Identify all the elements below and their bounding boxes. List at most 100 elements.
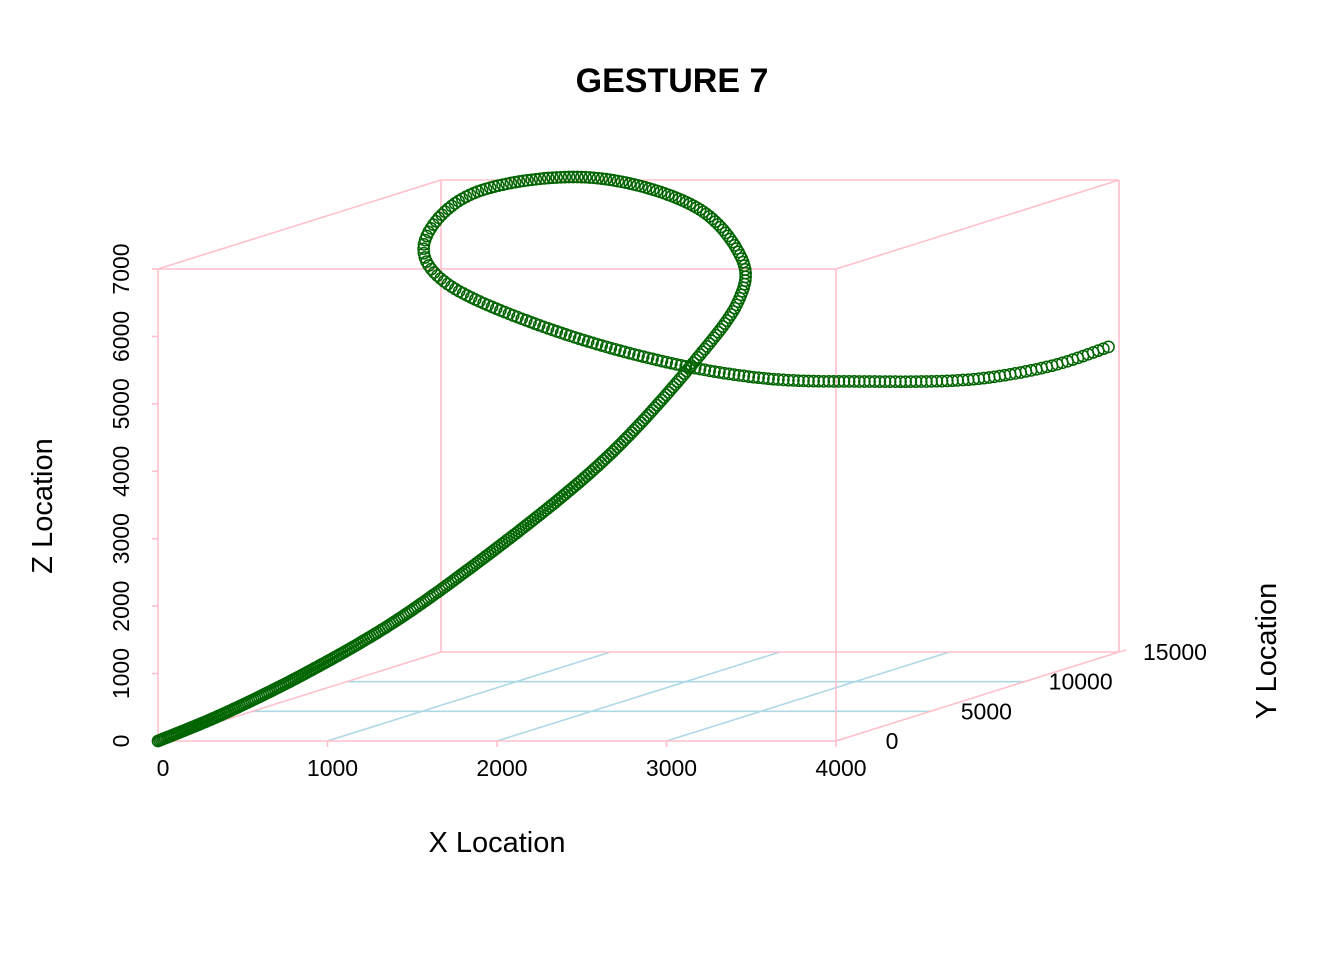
trajectory-point bbox=[636, 350, 650, 363]
trajectory-point bbox=[883, 375, 897, 388]
trajectory-point bbox=[618, 345, 631, 359]
z-tick-label: 2000 bbox=[108, 581, 134, 632]
z-tick-label: 7000 bbox=[108, 243, 134, 294]
trajectory-point bbox=[512, 175, 526, 188]
x-axis-label: X Location bbox=[428, 827, 565, 859]
trajectory-point bbox=[660, 355, 674, 369]
y-tick-label: 0 bbox=[886, 728, 899, 754]
trajectory-points bbox=[151, 170, 1115, 748]
trajectory-point bbox=[698, 363, 712, 377]
trajectory-point bbox=[632, 349, 645, 362]
floor-grid-x-line bbox=[327, 651, 611, 742]
y-axis-label: Y Location bbox=[1251, 583, 1283, 720]
trajectory-point bbox=[517, 174, 530, 188]
trajectory-point bbox=[837, 375, 851, 388]
z-tick-label: 4000 bbox=[108, 446, 134, 497]
trajectory-point bbox=[562, 170, 576, 184]
trajectory-point bbox=[888, 375, 902, 388]
trajectory-point bbox=[546, 171, 559, 185]
trajectory-point bbox=[627, 347, 641, 361]
x-tick-label: 3000 bbox=[646, 755, 697, 781]
trajectory-point bbox=[674, 358, 688, 372]
trajectory-point bbox=[599, 452, 613, 465]
trajectory-point bbox=[737, 369, 751, 383]
trajectory-point bbox=[650, 353, 664, 367]
trajectory-point bbox=[899, 375, 912, 389]
trajectory-point bbox=[541, 171, 555, 185]
trajectory-point bbox=[665, 356, 678, 370]
trajectory-point bbox=[700, 207, 713, 221]
trajectory-point bbox=[732, 368, 746, 382]
trajectory-point bbox=[537, 172, 551, 185]
trajectory-point bbox=[591, 171, 605, 185]
trajectory-point bbox=[606, 445, 620, 458]
trajectory-point bbox=[603, 173, 617, 187]
trajectory-point bbox=[742, 370, 756, 383]
trajectory-point bbox=[817, 374, 831, 388]
trajectory-point bbox=[504, 176, 518, 190]
x-tick-label: 0 bbox=[157, 755, 170, 781]
trajectory-point bbox=[878, 375, 892, 388]
trajectory-point bbox=[868, 375, 882, 388]
trajectory-point bbox=[684, 360, 697, 374]
trajectory-point bbox=[767, 372, 780, 386]
trajectory-point bbox=[914, 375, 928, 388]
trajectory-point bbox=[762, 372, 775, 386]
floor-grid-x-line bbox=[496, 651, 781, 742]
z-tick-label: 5000 bbox=[108, 378, 134, 429]
trajectory-point bbox=[863, 375, 876, 388]
trajectory-point bbox=[693, 362, 707, 376]
trajectory-point bbox=[722, 367, 736, 381]
trajectory-point bbox=[533, 172, 547, 186]
trajectory-point bbox=[599, 172, 613, 186]
trajectory-point bbox=[822, 374, 836, 388]
trajectory-point bbox=[727, 368, 741, 381]
floor-grid-x-line bbox=[666, 651, 950, 742]
box-edge bbox=[157, 179, 442, 270]
y-tick-mark bbox=[1024, 678, 1032, 683]
trajectory-point bbox=[521, 173, 534, 187]
trajectory-point bbox=[641, 351, 655, 365]
trajectory-point bbox=[777, 373, 790, 387]
trajectory-point bbox=[618, 433, 632, 447]
y-tick-label: 10000 bbox=[1049, 669, 1113, 695]
trajectory-point bbox=[529, 172, 543, 186]
trajectory-point bbox=[747, 370, 760, 384]
z-tick-label: 1000 bbox=[108, 648, 134, 699]
trajectory-point bbox=[609, 343, 622, 356]
trajectory-point bbox=[873, 375, 887, 388]
trajectory-point bbox=[417, 238, 431, 251]
trajectory-point bbox=[909, 375, 923, 388]
tick-labels: 0 1000 2000 3000 4000 0 1000 2000 3000 4000 5000 60… bbox=[108, 243, 1207, 781]
trajectory-point bbox=[703, 364, 717, 378]
z-tick-label: 3000 bbox=[108, 513, 134, 564]
trajectory-point bbox=[787, 374, 800, 387]
trajectory-point bbox=[558, 170, 572, 184]
trajectory-point bbox=[940, 374, 954, 388]
z-tick-label: 0 bbox=[108, 735, 134, 748]
trajectory-point bbox=[679, 359, 693, 373]
trajectory-point bbox=[575, 170, 588, 184]
trajectory-point bbox=[566, 170, 580, 184]
trajectory-point bbox=[752, 371, 765, 385]
trajectory-point bbox=[772, 373, 785, 386]
trajectory-point bbox=[669, 357, 683, 371]
floor-grid bbox=[252, 651, 1025, 742]
x-tick-label: 2000 bbox=[476, 755, 527, 781]
trajectory-point bbox=[1102, 340, 1115, 354]
trajectory-point bbox=[852, 375, 866, 388]
trajectory-point bbox=[570, 170, 584, 184]
trajectory-point bbox=[608, 442, 622, 456]
trajectory-point bbox=[842, 375, 856, 388]
trajectory-point bbox=[583, 171, 596, 184]
x-tick-label: 1000 bbox=[307, 755, 358, 781]
trajectory-point bbox=[604, 447, 617, 461]
trajectory-point bbox=[688, 361, 702, 375]
y-tick-mark bbox=[1118, 649, 1127, 653]
trajectory-point bbox=[724, 308, 738, 321]
trajectory-point bbox=[807, 374, 820, 388]
trajectory-point bbox=[587, 171, 601, 185]
trajectory-point bbox=[696, 205, 710, 219]
axis-box bbox=[152, 179, 1127, 747]
